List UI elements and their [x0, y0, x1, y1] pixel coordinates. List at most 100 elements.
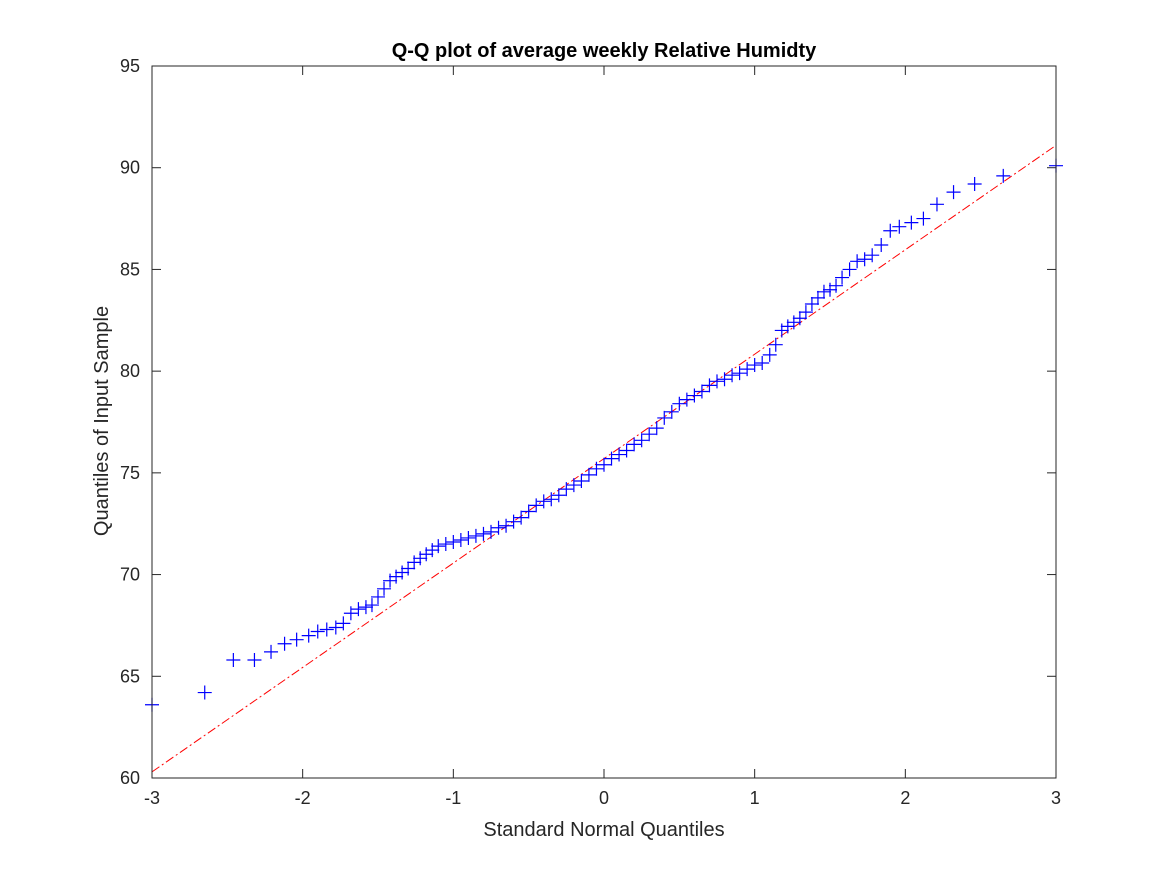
data-point — [967, 176, 982, 191]
data-point — [883, 223, 898, 238]
data-point — [247, 653, 262, 668]
data-point — [679, 392, 694, 407]
data-point — [343, 606, 358, 621]
data-point — [762, 347, 777, 362]
data-point — [197, 685, 212, 700]
plot-axes-box — [151, 65, 1057, 779]
data-point — [289, 632, 304, 647]
data-point — [904, 215, 919, 230]
y-tick-label: 65 — [120, 666, 140, 686]
data-point — [710, 374, 724, 389]
data-point — [395, 565, 410, 580]
data-point — [351, 602, 366, 617]
data-point — [589, 461, 604, 476]
x-axis-label: Standard Normal Quantiles — [483, 819, 724, 841]
data-point — [581, 467, 596, 482]
data-point — [453, 532, 468, 547]
x-tick-label: -2 — [295, 788, 311, 808]
data-point — [544, 492, 559, 507]
data-point — [732, 366, 747, 381]
data-point — [816, 284, 831, 299]
data-point — [687, 388, 702, 403]
data-point — [319, 622, 334, 637]
data-point — [634, 433, 649, 448]
data-point — [484, 524, 498, 539]
data-point — [842, 262, 857, 277]
data-point — [786, 315, 801, 330]
data-point — [619, 443, 634, 458]
data-point — [364, 598, 379, 613]
data-point — [431, 539, 446, 554]
data-point — [371, 589, 385, 604]
data-point — [829, 278, 844, 293]
data-point — [566, 478, 581, 493]
data-point — [810, 290, 825, 305]
data-point — [755, 356, 770, 371]
data-point — [506, 514, 521, 529]
y-tick-label: 60 — [120, 768, 140, 788]
data-point — [612, 447, 627, 462]
data-point — [747, 358, 762, 373]
y-axis-label: Quantiles of Input Sample — [91, 306, 113, 536]
x-tick-label: 0 — [599, 788, 609, 808]
x-tick-label: 2 — [900, 788, 910, 808]
data-point — [835, 270, 850, 285]
data-point — [725, 368, 740, 383]
x-tick-label: 1 — [750, 788, 760, 808]
x-tick-label: -3 — [144, 788, 160, 808]
data-point — [468, 528, 483, 543]
y-tick-label: 70 — [120, 565, 140, 585]
data-point — [425, 543, 440, 558]
data-point — [377, 581, 392, 596]
data-point — [946, 185, 961, 200]
data-point — [798, 305, 813, 320]
data-point — [476, 526, 491, 541]
x-tick-label: -1 — [445, 788, 461, 808]
data-point — [780, 319, 795, 334]
data-point — [823, 282, 837, 297]
data-point — [358, 600, 373, 615]
data-point — [407, 555, 422, 570]
data-point — [413, 551, 428, 566]
data-point — [597, 457, 611, 472]
data-point — [865, 248, 880, 263]
tick-layer: -3 -2 -1 0 1 2 3 60 65 70 75 80 85 90 95 — [120, 56, 1061, 808]
data-point — [499, 518, 514, 533]
data-point — [491, 520, 506, 535]
data-point — [389, 569, 404, 584]
data-point — [649, 421, 664, 436]
data-point — [627, 437, 642, 452]
data-point — [774, 323, 789, 338]
data-point — [892, 219, 907, 234]
y-tick-label: 75 — [120, 463, 140, 483]
chart-title: Q-Q plot of average weekly Relative Humi… — [392, 40, 817, 62]
data-point — [604, 451, 619, 466]
data-point — [336, 616, 351, 631]
data-point — [996, 168, 1011, 183]
y-tick-label: 85 — [120, 259, 140, 279]
data-point — [916, 211, 931, 226]
data-point — [461, 530, 476, 545]
data-point — [521, 504, 536, 519]
data-point — [740, 362, 755, 377]
y-tick-label: 80 — [120, 361, 140, 381]
data-point — [438, 537, 453, 552]
y-tick-label: 90 — [120, 158, 140, 178]
data-point — [446, 535, 461, 550]
data-point — [529, 498, 544, 513]
data-point — [857, 252, 872, 267]
data-point — [804, 297, 819, 312]
data-point — [328, 620, 343, 635]
data-point — [694, 384, 709, 399]
data-point — [717, 372, 732, 387]
data-point — [929, 197, 944, 212]
x-tick-label: 3 — [1051, 788, 1061, 808]
data-point — [664, 404, 679, 419]
data-point — [559, 482, 574, 497]
data-point — [514, 510, 529, 525]
data-point — [551, 488, 566, 503]
data-point — [419, 547, 434, 562]
data-point — [574, 473, 589, 488]
data-point — [850, 254, 865, 269]
